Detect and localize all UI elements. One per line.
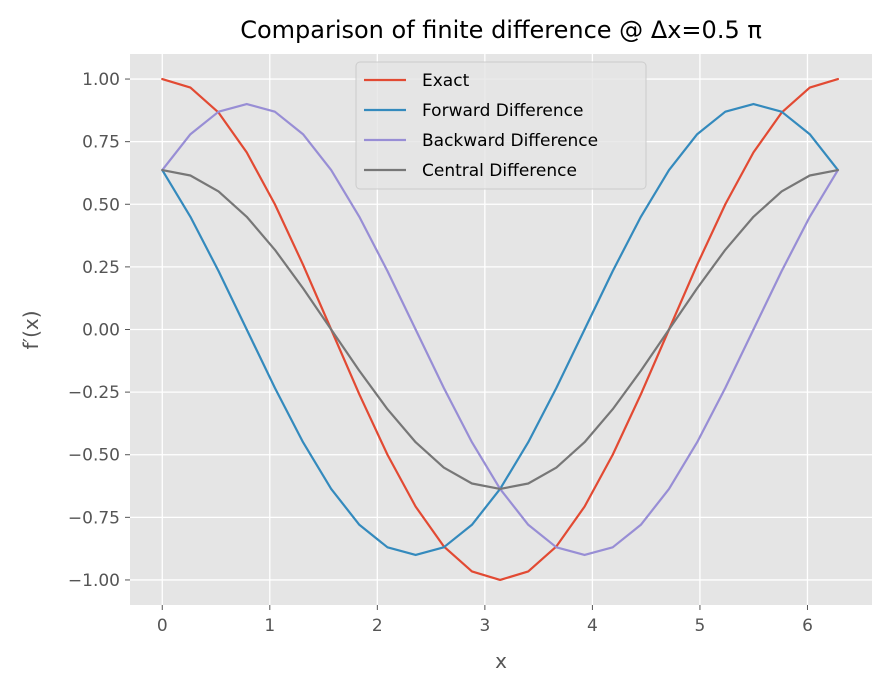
y-tick-label: −0.50 bbox=[68, 446, 120, 466]
legend-item-backward-difference: Backward Difference bbox=[364, 131, 598, 151]
legend-label: Exact bbox=[422, 71, 470, 91]
x-tick-label: 5 bbox=[695, 616, 706, 636]
x-tick-label: 1 bbox=[264, 616, 275, 636]
legend-item-exact: Exact bbox=[364, 71, 470, 91]
x-tick-label: 6 bbox=[802, 616, 813, 636]
legend-label: Backward Difference bbox=[422, 131, 598, 151]
y-tick-label: 1.00 bbox=[82, 70, 120, 90]
legend-item-forward-difference: Forward Difference bbox=[364, 101, 583, 121]
legend: Exact Forward Difference Backward Differen… bbox=[355, 61, 647, 190]
y-tick-label: 0.75 bbox=[82, 133, 120, 153]
y-tick-label: −1.00 bbox=[68, 571, 120, 591]
x-tick-label: 0 bbox=[157, 616, 168, 636]
legend-box bbox=[355, 61, 647, 190]
x-tick-label: 2 bbox=[372, 616, 383, 636]
y-tick-label: −0.75 bbox=[68, 508, 120, 528]
y-tick-label: 0.25 bbox=[82, 258, 120, 278]
y-tick-label: 0.00 bbox=[82, 321, 120, 341]
y-axis-label: f′(x) bbox=[19, 310, 43, 349]
legend-label: Central Difference bbox=[422, 161, 577, 181]
x-axis-ticks: 0 1 2 3 4 5 6 bbox=[157, 605, 813, 636]
y-axis-ticks: 1.00 0.75 0.50 0.25 0.00 −0.25 −0.50 −0.75 −1.00 bbox=[68, 70, 130, 591]
series-line-central-difference bbox=[161, 168, 840, 491]
x-tick-label: 4 bbox=[587, 616, 598, 636]
y-tick-label: −0.25 bbox=[68, 383, 120, 403]
legend-item-central-difference: Central Difference bbox=[364, 161, 577, 181]
series-line-exact bbox=[161, 77, 840, 582]
y-tick-label: 0.50 bbox=[82, 195, 120, 215]
x-tick-label: 3 bbox=[479, 616, 490, 636]
chart-title: Comparison of finite difference @ Δx=0.5… bbox=[240, 16, 762, 44]
legend-label: Forward Difference bbox=[422, 101, 583, 121]
x-axis-label: x bbox=[495, 649, 507, 673]
series-lines bbox=[161, 77, 840, 582]
